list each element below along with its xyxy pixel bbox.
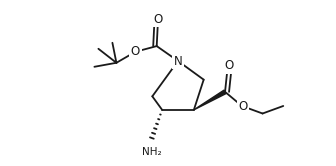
Text: O: O (224, 59, 234, 72)
Text: O: O (131, 45, 140, 58)
Text: O: O (238, 100, 248, 114)
Text: NH₂: NH₂ (142, 147, 162, 157)
Text: O: O (153, 13, 162, 26)
Polygon shape (194, 90, 226, 110)
Text: N: N (174, 54, 182, 68)
